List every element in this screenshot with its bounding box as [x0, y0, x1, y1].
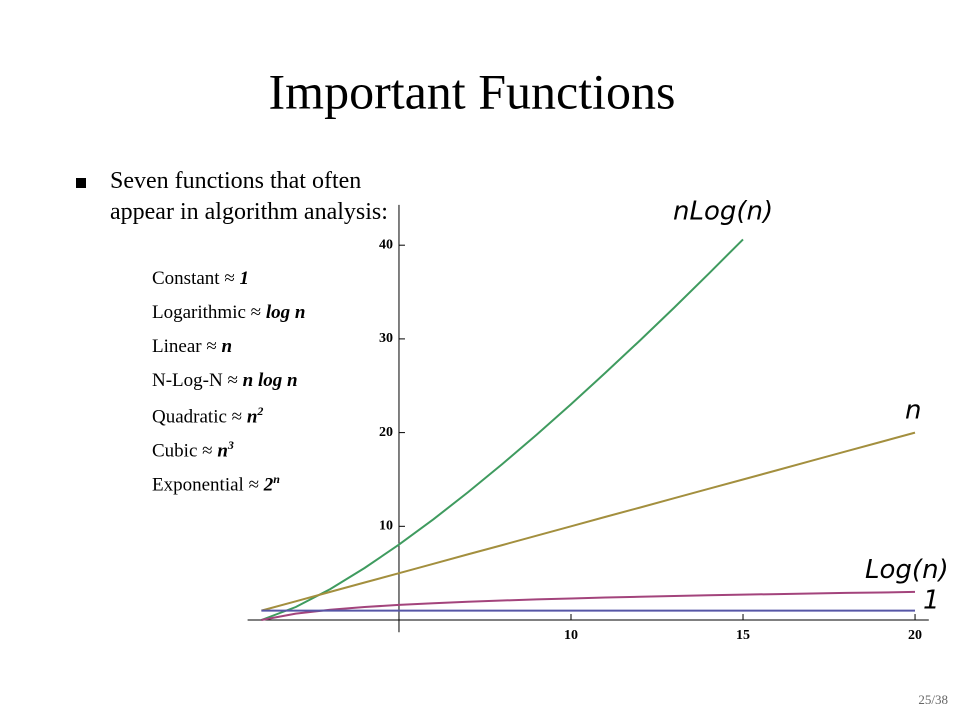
series-line — [261, 590, 916, 621]
y-tick-label: 30 — [379, 331, 393, 346]
item-formula: n — [217, 440, 228, 462]
item-formula: n — [246, 406, 258, 428]
item-sup: 2 — [257, 404, 264, 418]
y-tick-label: 20 — [379, 425, 393, 440]
item-sup: n — [273, 472, 280, 486]
x-tick-label: 10 — [564, 628, 578, 643]
item-symbol: ≈ — [231, 406, 243, 428]
item-symbol: ≈ — [202, 440, 213, 462]
series-line — [261, 431, 916, 612]
item-formula: n log n — [242, 370, 298, 391]
y-tick-label: 10 — [379, 519, 393, 534]
item-symbol: ≈ — [227, 370, 238, 391]
item: N-Log-N ≈ n log n — [152, 370, 298, 392]
item: Linear ≈ n — [152, 336, 232, 358]
item-formula: 1 — [239, 268, 250, 289]
item-symbol: ≈ — [224, 268, 235, 289]
item: Logarithmic ≈ log n — [152, 302, 305, 324]
page-number: 25/38 — [918, 692, 948, 707]
item-symbol: ≈ — [206, 336, 217, 357]
item: Quadratic ≈ n2 — [152, 404, 263, 428]
item: Constant ≈ 1 — [152, 268, 249, 290]
item-name: Linear — [152, 336, 202, 357]
y-tick-label: 40 — [379, 237, 393, 252]
item-name: N-Log-N — [152, 370, 223, 391]
item-name: Constant — [152, 268, 220, 289]
bullet-text: Seven functions that often appear in alg… — [110, 168, 388, 225]
x-tick-label: 15 — [736, 628, 750, 643]
slide-title: Important Functions — [269, 63, 676, 119]
item-formula: log n — [265, 302, 306, 323]
item-sup: 3 — [227, 438, 234, 452]
series-line — [261, 238, 744, 621]
bullet-marker — [76, 178, 86, 188]
item-symbol: ≈ — [248, 474, 259, 496]
item: Exponential ≈ 2n — [152, 472, 280, 496]
item: Cubic ≈ n3 — [152, 438, 234, 462]
series-label: 1 — [923, 586, 940, 616]
item-name: Exponential — [152, 474, 244, 496]
x-tick-label: 20 — [908, 628, 922, 643]
series-label: nLog(n) — [673, 196, 773, 226]
series-label: n — [905, 396, 921, 426]
series-label: Log(n) — [865, 555, 949, 585]
item-name: Quadratic — [152, 406, 227, 428]
item-name: Cubic — [152, 440, 198, 462]
item-symbol: ≈ — [250, 302, 262, 323]
item-name: Logarithmic — [152, 302, 246, 323]
item-formula: n — [221, 336, 233, 357]
item-formula: 2 — [263, 474, 274, 496]
